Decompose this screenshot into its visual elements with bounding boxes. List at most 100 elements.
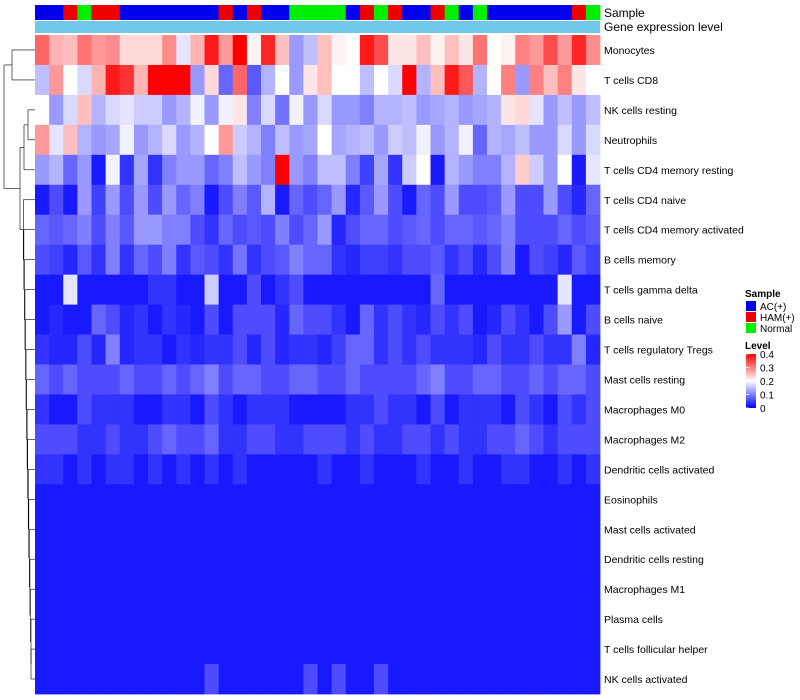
heatmap-cell: [430, 634, 446, 665]
heatmap-cell: [374, 364, 389, 395]
row-label: Dendritic cells resting: [604, 554, 704, 566]
heatmap-cell: [119, 274, 135, 305]
heatmap-cell: [359, 514, 375, 545]
heatmap-cell: [416, 334, 431, 365]
heatmap-cell: [515, 424, 530, 455]
heatmap-cell: [487, 514, 502, 545]
heatmap-cell: [359, 424, 375, 455]
heatmap-cell: [218, 154, 234, 186]
heatmap-cell: [246, 154, 262, 186]
heatmap-cell: [218, 574, 234, 605]
heatmap-cell: [543, 274, 559, 305]
heatmap-cell: [133, 334, 149, 365]
heatmap-cell: [246, 214, 262, 246]
heatmap-cell: [402, 244, 417, 276]
heatmap-cell: [91, 94, 107, 126]
heatmap-cell: [49, 184, 64, 216]
heatmap-cell: [204, 604, 220, 635]
heatmap-cell: [515, 484, 530, 515]
heatmap-cell: [585, 484, 601, 515]
heatmap-cell: [585, 544, 601, 575]
heatmap-cell: [472, 634, 488, 665]
heatmap-cell: [472, 35, 488, 66]
heatmap-cell: [303, 634, 318, 665]
heatmap-cell: [444, 154, 460, 186]
heatmap-cell: [162, 484, 177, 515]
heatmap-cell: [148, 94, 163, 126]
heatmap-cell: [458, 94, 474, 126]
heatmap-cell: [317, 35, 333, 66]
heatmap-cell: [246, 364, 262, 395]
heatmap-cell: [275, 514, 290, 545]
heatmap-cell: [388, 394, 403, 425]
heatmap-cell: [289, 214, 304, 246]
heatmap-cell: [162, 304, 177, 335]
heatmap-cell: [218, 544, 234, 575]
heatmap-cell: [472, 124, 488, 156]
sample-annotation-cell: [77, 5, 92, 20]
heatmap-cell: [289, 514, 304, 545]
heatmap-cell: [162, 244, 177, 276]
sample-annotation-cell: [444, 5, 460, 20]
heatmap-cell: [261, 304, 276, 335]
heatmap-cell: [35, 124, 50, 156]
heatmap-cell: [374, 304, 389, 335]
heatmap-cell: [119, 544, 135, 575]
heatmap-cell: [444, 244, 460, 276]
heatmap-cell: [501, 574, 516, 605]
heatmap-cell: [91, 484, 107, 515]
heatmap-cell: [515, 274, 530, 305]
heatmap-cell: [133, 64, 149, 96]
heatmap-cell: [77, 124, 92, 156]
heatmap-cell: [543, 124, 559, 156]
heatmap-cell: [317, 244, 333, 276]
heatmap-cell: [303, 514, 318, 545]
heatmap-cell: [571, 634, 587, 665]
heatmap-cell: [345, 35, 361, 66]
heatmap-cell: [515, 544, 530, 575]
heatmap-cell: [105, 424, 121, 455]
heatmap-cell: [557, 604, 573, 635]
heatmap-cell: [402, 154, 417, 186]
legend-color-bar: [746, 354, 756, 408]
heatmap-cell: [105, 394, 121, 425]
heatmap-cell: [91, 244, 107, 276]
heatmap-cell: [501, 514, 516, 545]
legend-tick-label: 0.4: [760, 350, 774, 361]
heatmap-cell: [571, 664, 587, 695]
heatmap-cell: [275, 244, 290, 276]
heatmap-cell: [345, 664, 361, 695]
heatmap-cell: [458, 304, 474, 335]
heatmap-cell: [246, 184, 262, 216]
heatmap-cell: [557, 514, 573, 545]
heatmap-cell: [148, 604, 163, 635]
heatmap-cell: [416, 364, 431, 395]
heatmap-cell: [289, 304, 304, 335]
heatmap-cell: [359, 364, 375, 395]
heatmap-cell: [317, 214, 333, 246]
heatmap-cell: [416, 35, 431, 66]
heatmap-cell: [444, 124, 460, 156]
heatmap-cell: [303, 574, 318, 605]
heatmap-cell: [374, 184, 389, 216]
legend-entry-label: Normal: [760, 324, 792, 335]
heatmap-cell: [148, 544, 163, 575]
heatmap-cell: [444, 574, 460, 605]
heatmap-cell: [388, 454, 403, 485]
heatmap-cell: [557, 364, 573, 395]
heatmap-cell: [35, 424, 50, 455]
heatmap-cell: [246, 514, 262, 545]
heatmap-cell: [416, 634, 431, 665]
heatmap-cell: [148, 334, 163, 365]
heatmap-cell: [487, 544, 502, 575]
heatmap-cell: [261, 184, 276, 216]
heatmap-cell: [543, 334, 559, 365]
heatmap-cell: [148, 124, 163, 156]
heatmap-cell: [402, 604, 417, 635]
heatmap-cell: [133, 484, 149, 515]
heatmap-cell: [501, 634, 516, 665]
heatmap-cell: [119, 634, 135, 665]
heatmap-cell: [388, 634, 403, 665]
heatmap-cell: [218, 64, 234, 96]
heatmap-cell: [190, 64, 205, 96]
